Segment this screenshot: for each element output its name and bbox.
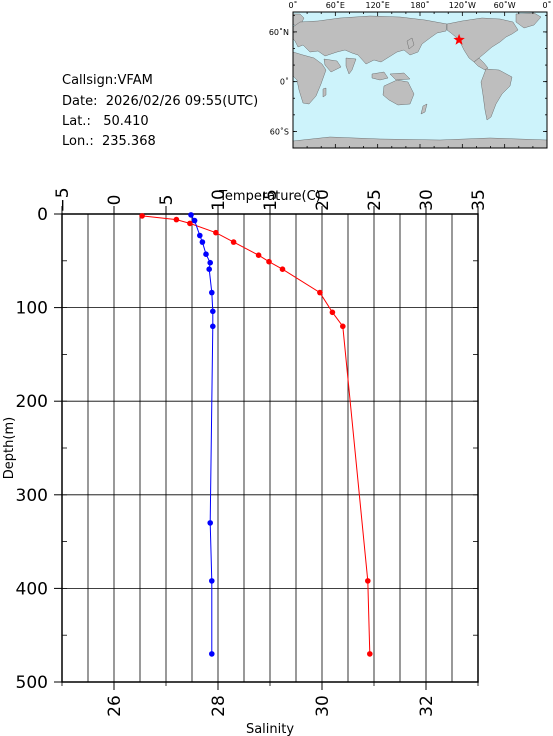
map-lat-label: 60˚N <box>269 27 289 37</box>
map-lon-label: 180˚ <box>410 0 429 10</box>
temperature-tick-label: 35 <box>469 189 489 211</box>
salinity-point <box>203 251 209 257</box>
land-india <box>345 57 357 75</box>
salinity-tick-label: 32 <box>417 695 437 717</box>
map-lon-label: 0˚ <box>542 0 551 10</box>
temperature-point <box>255 252 262 258</box>
map-ticks <box>292 12 548 148</box>
temperature-point <box>139 213 145 219</box>
land-madagascar <box>322 87 327 98</box>
temperature-point <box>329 309 336 316</box>
longitude-text: Lon.: 235.368 <box>62 134 156 149</box>
salinity-point <box>191 217 198 224</box>
map-lon-labels: 0˚ 60˚E 120˚E 180˚ 120˚W 60˚W 0˚ <box>288 0 551 10</box>
temperature-tick-label: 20 <box>313 189 333 211</box>
map-lat-label: 0˚ <box>280 77 289 87</box>
temperature-point <box>317 289 323 296</box>
salinity-tick-label: 28 <box>209 695 229 717</box>
map-lon-label: 120˚E <box>366 0 390 10</box>
temperature-tick-label: 10 <box>209 189 229 211</box>
depth-tick-label: 500 <box>16 673 48 693</box>
station-marker <box>453 33 465 45</box>
salinity-point <box>188 212 194 218</box>
map-lon-label: 60˚E <box>326 0 345 10</box>
map-land <box>292 12 548 149</box>
land-indonesia <box>371 71 389 81</box>
map-lat-labels: 60˚N 0˚ 60˚S <box>269 27 289 137</box>
salinity-point <box>209 651 215 657</box>
temperature-tick-label: 15 <box>261 189 281 211</box>
depth-axis-label: Depth(m) <box>2 417 17 479</box>
temperature-tick-label: 0 <box>105 195 125 206</box>
map-lon-label: 60˚W <box>494 0 516 10</box>
profile-chart: −5 0 5 10 15 20 25 30 35 26 28 30 32 01002003004005… <box>2 187 489 736</box>
salinity-point <box>209 578 215 584</box>
depth-tick-label: 400 <box>16 579 48 599</box>
land-eurasia <box>292 15 448 65</box>
temperature-point <box>279 266 286 273</box>
temperature-point <box>367 651 373 657</box>
temperature-point <box>187 220 193 227</box>
map-lat-label: 60˚S <box>270 126 289 136</box>
depth-tick-label: 300 <box>16 486 48 506</box>
salinity-tick-label: 26 <box>105 695 125 717</box>
temperature-point <box>266 258 272 265</box>
depth-axis: 0 100 200 300 400 500 <box>16 205 62 693</box>
temperature-tick-label: 30 <box>417 189 437 211</box>
salinity-point <box>210 323 216 330</box>
map-lon-label: 0˚ <box>288 0 297 10</box>
salinity-point <box>209 289 215 296</box>
map-lon-label: 120˚W <box>449 0 476 10</box>
land-new-zealand <box>420 103 428 115</box>
salinity-point <box>207 520 213 526</box>
salinity-axis-label: Salinity <box>246 722 294 736</box>
depth-tick-label: 100 <box>16 299 48 319</box>
temperature-tick-label: 5 <box>157 195 177 206</box>
salinity-point <box>197 232 203 239</box>
land-arabia <box>323 58 342 73</box>
salinity-point <box>206 266 212 273</box>
temperature-point <box>230 239 237 245</box>
temperature-point <box>340 323 346 330</box>
temperature-axis-label: Temperature(C) <box>218 189 321 204</box>
land-japan <box>406 37 415 50</box>
land-new-guinea <box>389 72 411 81</box>
callsign-text: Callsign:VFAM <box>62 73 153 88</box>
temperature-point <box>173 216 180 223</box>
salinity-point <box>210 308 216 315</box>
temperature-tick-label: −5 <box>53 187 73 212</box>
land-australia <box>382 79 415 106</box>
temperature-axis: −5 0 5 10 15 20 25 30 35 <box>53 187 489 214</box>
depth-tick-label: 0 <box>37 205 48 225</box>
world-map: 0˚ 60˚E 120˚E 180˚ 120˚W 60˚W 0˚ 60˚N 0˚ 60˚S <box>269 0 552 149</box>
salinity-axis: 26 28 30 32 <box>61 682 479 717</box>
minor-ticks <box>62 260 478 636</box>
land-greenland-east <box>515 12 542 29</box>
date-text: Date: 2026/02/26 09:55(UTC) <box>62 94 259 109</box>
salinity-point <box>199 239 206 245</box>
grid <box>62 214 478 682</box>
salinity-point <box>207 259 213 266</box>
land-africa <box>292 51 327 105</box>
series-layer <box>139 212 373 657</box>
land-central-america <box>473 57 489 71</box>
temperature-tick-label: 25 <box>365 189 385 211</box>
depth-tick-label: 200 <box>16 392 48 412</box>
temperature-point <box>213 229 219 236</box>
salinity-tick-label: 30 <box>313 695 333 717</box>
latitude-text: Lat.: 50.410 <box>62 114 149 129</box>
temperature-point <box>365 578 371 584</box>
land-south-america <box>480 68 513 121</box>
